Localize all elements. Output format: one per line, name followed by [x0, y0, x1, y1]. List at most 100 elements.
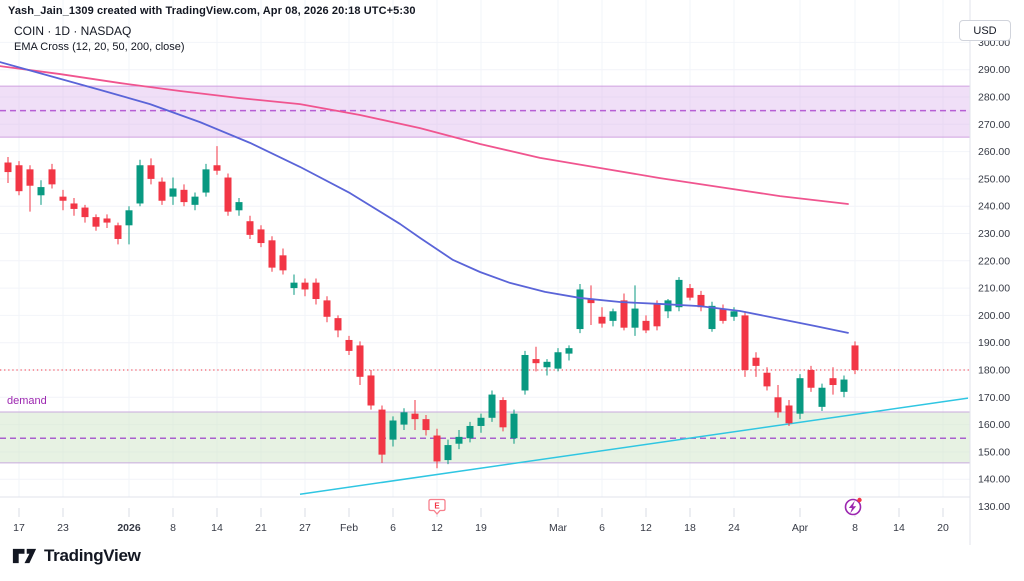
indicator-legend[interactable]: EMA Cross (12, 20, 50, 200, close) — [14, 41, 185, 53]
lightning-bolt-icon — [848, 500, 857, 514]
time-tick-label: 23 — [57, 522, 69, 534]
candle[interactable] — [510, 413, 518, 439]
candle[interactable] — [279, 255, 287, 271]
candle[interactable] — [444, 445, 452, 461]
candle[interactable] — [741, 315, 749, 370]
candle[interactable] — [378, 409, 386, 455]
candle[interactable] — [37, 187, 45, 196]
candle[interactable] — [356, 345, 364, 377]
candle[interactable] — [587, 299, 595, 304]
earnings-marker[interactable]: E — [428, 498, 446, 515]
candle[interactable] — [565, 348, 573, 354]
candle[interactable] — [752, 357, 760, 366]
candle[interactable] — [477, 417, 485, 426]
candle[interactable] — [466, 425, 474, 439]
candle[interactable] — [136, 165, 144, 204]
candle[interactable] — [4, 162, 12, 173]
candle[interactable] — [488, 394, 496, 418]
candle[interactable] — [851, 345, 859, 370]
candle[interactable] — [334, 318, 342, 331]
candle[interactable] — [169, 188, 177, 197]
candle[interactable] — [620, 300, 628, 328]
candle[interactable] — [609, 311, 617, 321]
candle[interactable] — [48, 169, 56, 185]
candle[interactable] — [642, 320, 650, 331]
tradingview-logo[interactable]: TradingView — [12, 546, 141, 566]
candle[interactable] — [807, 370, 815, 388]
candle[interactable] — [774, 397, 782, 413]
candle[interactable] — [26, 169, 34, 186]
candle[interactable] — [213, 165, 221, 171]
price-tick-label: 140.00 — [978, 474, 1010, 486]
candle[interactable] — [301, 282, 309, 290]
candle[interactable] — [840, 379, 848, 392]
candle[interactable] — [675, 279, 683, 308]
candle[interactable] — [411, 413, 419, 420]
candle[interactable] — [202, 169, 210, 193]
flash-event-marker[interactable] — [844, 497, 862, 516]
candle[interactable] — [125, 210, 133, 226]
candle[interactable] — [367, 375, 375, 406]
candles-layer[interactable] — [4, 146, 859, 469]
candle[interactable] — [114, 225, 122, 239]
candle[interactable] — [708, 305, 716, 330]
candle[interactable] — [191, 196, 199, 205]
candle[interactable] — [70, 203, 78, 209]
chart-legend[interactable]: COIN · 1D · NASDAQ EMA Cross (12, 20, 50… — [14, 24, 185, 53]
currency-button[interactable]: USD — [959, 20, 1011, 41]
price-axis[interactable]: 300.00290.00280.00270.00260.00250.00240.… — [978, 37, 1010, 513]
candle[interactable] — [81, 207, 89, 218]
candle[interactable] — [653, 304, 661, 327]
candle[interactable] — [246, 221, 254, 235]
candle[interactable] — [103, 218, 111, 223]
supply-zone[interactable] — [0, 86, 970, 138]
candle[interactable] — [829, 378, 837, 386]
candle[interactable] — [257, 229, 265, 244]
candle[interactable] — [521, 354, 529, 391]
support-trendline[interactable] — [299, 397, 969, 495]
candle[interactable] — [818, 387, 826, 407]
time-tick-label: 17 — [13, 522, 25, 534]
candle[interactable] — [389, 420, 397, 440]
candle[interactable] — [598, 316, 606, 324]
candle[interactable] — [796, 378, 804, 414]
price-tick-label: 160.00 — [978, 419, 1010, 431]
candle[interactable] — [422, 419, 430, 431]
candle[interactable] — [554, 352, 562, 369]
demand-zone[interactable] — [0, 412, 970, 463]
candle[interactable] — [59, 196, 67, 201]
candle[interactable] — [235, 202, 243, 211]
candle[interactable] — [312, 282, 320, 300]
candle[interactable] — [664, 300, 672, 312]
candle[interactable] — [158, 181, 166, 201]
candle[interactable] — [345, 339, 353, 351]
price-tick-label: 210.00 — [978, 283, 1010, 295]
price-chart-canvas[interactable]: 300.00290.00280.00270.00260.00250.00240.… — [0, 0, 1024, 545]
time-tick-label: 8 — [852, 522, 858, 534]
candle[interactable] — [730, 311, 738, 317]
candle[interactable] — [15, 165, 23, 192]
candle[interactable] — [433, 435, 441, 462]
symbol-legend[interactable]: COIN · 1D · NASDAQ — [14, 24, 132, 38]
candle[interactable] — [290, 282, 298, 289]
time-axis[interactable]: 17 23 2026 8 14 21 27 Feb 6 12 19 Mar 6 12 18 24 Apr 8 14 2… — [13, 508, 949, 534]
candle[interactable] — [180, 189, 188, 203]
candle[interactable] — [224, 177, 232, 212]
candle[interactable] — [576, 289, 584, 330]
candle[interactable] — [697, 294, 705, 308]
candle[interactable] — [785, 405, 793, 424]
candle[interactable] — [400, 412, 408, 425]
candle[interactable] — [499, 400, 507, 428]
candle[interactable] — [543, 361, 551, 368]
candle[interactable] — [323, 300, 331, 317]
candle[interactable] — [763, 372, 771, 387]
candle[interactable] — [532, 359, 540, 364]
time-tick-label: 8 — [170, 522, 176, 534]
candle[interactable] — [686, 288, 694, 298]
candle[interactable] — [719, 308, 727, 321]
candle[interactable] — [92, 217, 100, 227]
candle[interactable] — [631, 308, 639, 328]
candle[interactable] — [268, 240, 276, 268]
candle[interactable] — [147, 165, 155, 179]
candle[interactable] — [455, 436, 463, 444]
